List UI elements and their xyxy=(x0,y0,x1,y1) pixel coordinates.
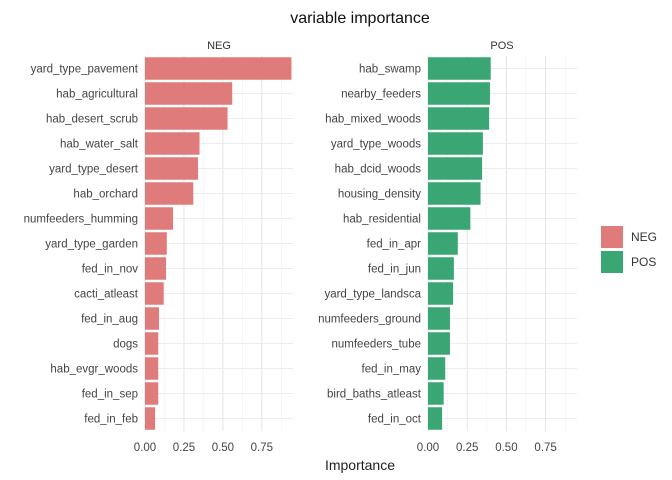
facet-panel-pos: POS hab_swamp nearby_feeders hab_mixed_wood… xyxy=(318,40,577,454)
category-label: hab_desert_scrub xyxy=(46,114,138,126)
x-tick-label: 0.75 xyxy=(251,442,273,454)
bar-numfeeders-humming xyxy=(145,207,174,230)
category-label: fed_in_jun xyxy=(368,264,421,276)
category-label: fed_in_feb xyxy=(84,414,138,426)
category-label: housing_density xyxy=(338,189,421,201)
bar-housing-density xyxy=(428,182,481,205)
bar-fed-in-aug xyxy=(145,307,160,330)
category-label: hab_mixed_woods xyxy=(325,114,421,126)
facet-label: NEG xyxy=(207,40,231,52)
x-tick-label: 0.75 xyxy=(534,442,556,454)
category-label: fed_in_apr xyxy=(367,239,422,251)
category-label: yard_type_desert xyxy=(49,164,139,176)
bar-numfeeders-tube xyxy=(428,332,450,355)
bar-yard-type-garden xyxy=(145,232,167,255)
bar-fed-in-apr xyxy=(428,232,458,255)
bar-hab-dcid-woods xyxy=(428,157,483,180)
chart-title: variable importance xyxy=(290,10,430,27)
category-label: yard_type_woods xyxy=(331,139,421,151)
legend-label-neg: NEG xyxy=(631,230,657,244)
category-label: fed_in_may xyxy=(362,364,422,376)
bar-hab-residential xyxy=(428,207,471,230)
category-label: numfeeders_tube xyxy=(331,339,421,351)
bar-hab-water-salt xyxy=(145,132,200,155)
bar-fed-in-sep xyxy=(145,382,159,405)
legend-swatch-neg xyxy=(601,226,623,248)
bar-fed-in-may xyxy=(428,357,446,380)
category-label: yard_type_garden xyxy=(45,239,138,251)
bar-yard-type-desert xyxy=(145,157,198,180)
category-label: cacti_atleast xyxy=(74,289,139,301)
bar-hab-agricultural xyxy=(145,82,233,105)
x-tick-label: 0.25 xyxy=(173,442,195,454)
bar-bird-baths-atleast xyxy=(428,382,444,405)
bar-hab-desert-scrub xyxy=(145,107,228,130)
category-label: hab_water_salt xyxy=(60,139,139,151)
bar-fed-in-nov xyxy=(145,257,167,280)
category-label: hab_residential xyxy=(343,214,421,226)
bar-cacti-atleast xyxy=(145,282,164,305)
bar-yard-type-landsca xyxy=(428,282,454,305)
x-tick-label: 0.25 xyxy=(456,442,478,454)
category-label: dogs xyxy=(113,339,138,351)
x-axis-label: Importance xyxy=(325,457,395,473)
category-label: hab_swamp xyxy=(359,64,421,76)
category-label: nearby_feeders xyxy=(341,89,421,101)
bar-fed-in-oct xyxy=(428,407,443,430)
category-label: hab_agricultural xyxy=(56,89,138,101)
category-label: fed_in_nov xyxy=(82,264,139,276)
bar-yard-type-woods xyxy=(428,132,483,155)
category-label: yard_type_landsca xyxy=(324,289,421,301)
bar-numfeeders-ground xyxy=(428,307,450,330)
category-label: numfeeders_ground xyxy=(318,314,421,326)
x-tick-label: 0.50 xyxy=(495,442,517,454)
category-label: hab_orchard xyxy=(73,189,138,201)
bar-fed-in-feb xyxy=(145,407,156,430)
bar-dogs xyxy=(145,332,159,355)
category-label: numfeeders_humming xyxy=(24,214,138,226)
legend-swatch-pos xyxy=(601,251,623,273)
bar-hab-orchard xyxy=(145,182,194,205)
category-label: hab_evgr_woods xyxy=(50,364,138,376)
x-tick-label: 0.50 xyxy=(212,442,234,454)
facet-panel-neg: NEG yard_type_pavement hab_agriculturalhab… xyxy=(24,40,293,454)
bar-hab-mixed-woods xyxy=(428,107,490,130)
bar-yard-type-pavement xyxy=(145,57,292,80)
category-label: hab_dcid_woods xyxy=(335,164,422,176)
category-label: bird_baths_atleast xyxy=(327,389,422,401)
category-label: fed_in_sep xyxy=(82,389,138,401)
bar-fed-in-jun xyxy=(428,257,454,280)
facet-label: POS xyxy=(490,40,513,52)
category-label: fed_in_oct xyxy=(368,414,422,426)
bar-nearby-feeders xyxy=(428,82,490,105)
category-label: fed_in_aug xyxy=(81,314,138,326)
legend-label-pos: POS xyxy=(631,255,656,269)
x-tick-label: 0.00 xyxy=(134,442,156,454)
x-tick-label: 0.00 xyxy=(417,442,439,454)
bar-hab-evgr-woods xyxy=(145,357,159,380)
bar-hab-swamp xyxy=(428,57,491,80)
category-label: yard_type_pavement xyxy=(31,64,139,76)
